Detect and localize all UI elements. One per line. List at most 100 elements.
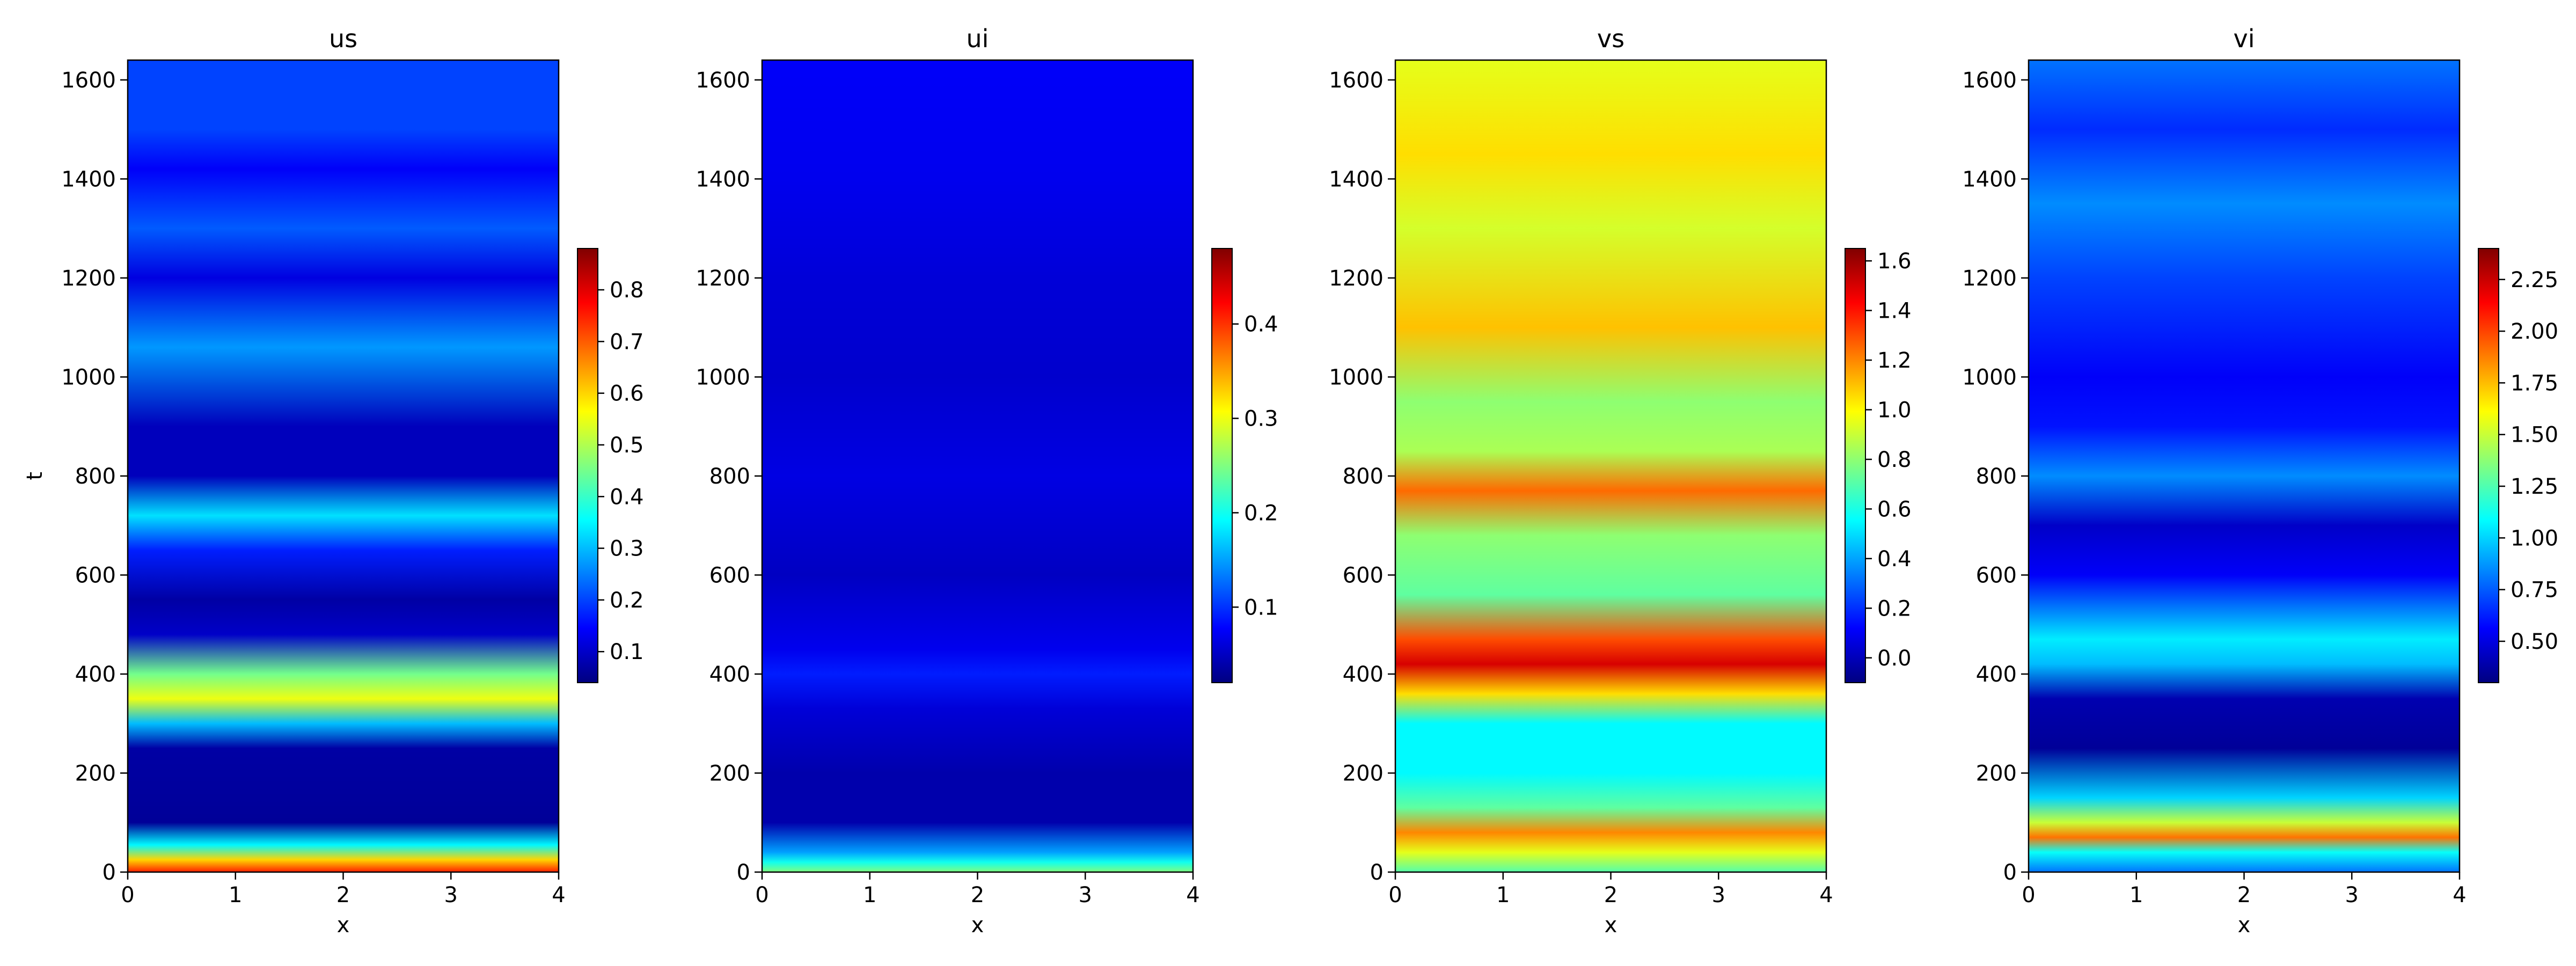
colorbar-tick-label: 0.4 [1244,312,1278,337]
y-tick-label: 1200 [61,266,116,291]
colorbar-tick-label: 2.00 [2511,319,2558,344]
y-axis-label: t [23,472,47,480]
colorbar-tick-label: 0.3 [610,537,644,561]
panel-title: vs [1597,24,1624,53]
colorbar-tick-label: 0.6 [610,382,644,406]
y-tick-label: 1200 [696,266,750,291]
colorbar-tick-label: 0.1 [610,640,644,664]
colorbar-frame [2478,248,2499,683]
colorbar-tick-label: 0.4 [610,485,644,509]
y-tick-label: 0 [2003,860,2017,885]
colorbar-tick-label: 2.25 [2511,268,2558,292]
y-tick-label: 1400 [1329,167,1384,192]
y-tick-label: 1000 [1329,365,1384,390]
y-tick-label: 200 [75,761,116,786]
x-tick-label: 4 [2453,883,2466,908]
y-tick-label: 1600 [696,68,750,93]
x-axis-label: x [971,913,984,938]
colorbar-fill [1212,248,1232,683]
heatmap-panel-vs: vs 0 1 2 3 4 0 200 400 600 800 1000 1200 1400 1600 x 0.0… [1329,24,1911,938]
colorbar-tick-label: 0.2 [1877,596,1912,621]
y-tick-label: 200 [1343,761,1384,786]
colorbar-tick-label: 0.8 [1877,448,1912,472]
colorbar-tick-label: 0.8 [610,278,644,303]
heatmap-panel-vi: vi 0 1 2 3 4 0 200 400 600 800 1000 1200 1400 1600 x 0.5… [1962,24,2558,938]
colorbar-tick-label: 1.0 [1877,398,1912,422]
x-tick-label: 3 [444,883,458,908]
y-tick-label: 1400 [61,167,116,192]
y-tick-label: 1600 [1329,68,1384,93]
colorbar-tick-label: 0.0 [1877,646,1912,671]
y-tick-label: 1600 [1962,68,2017,93]
y-tick-label: 0 [737,860,750,885]
y-tick-label: 600 [1343,563,1384,588]
x-tick-label: 1 [863,883,876,908]
colorbar-fill [577,248,598,683]
y-tick-label: 200 [709,761,750,786]
colorbar-tick-label: 0.2 [610,588,644,613]
y-tick-label: 1200 [1329,266,1384,291]
colorbar-frame [1845,248,1866,683]
x-tick-label: 3 [1712,883,1725,908]
y-tick-label: 0 [1370,860,1384,885]
y-tick-label: 600 [1976,563,2017,588]
colorbar-frame [577,248,598,683]
x-tick-label: 1 [229,883,242,908]
panel-title: us [329,24,357,53]
colorbar-tick-label: 1.4 [1877,299,1912,324]
colorbar-tick-label: 1.50 [2511,423,2558,448]
colorbar-tick-label: 0.3 [1244,407,1278,431]
colorbar-tick-label: 0.1 [1244,595,1278,620]
y-tick-label: 800 [709,464,750,489]
x-tick-label: 4 [552,883,565,908]
y-tick-label: 400 [1343,662,1384,687]
y-tick-label: 400 [75,662,116,687]
y-tick-label: 0 [103,860,116,885]
y-tick-label: 600 [709,563,750,588]
x-axis-label: x [1605,913,1618,938]
x-tick-label: 2 [971,883,984,908]
y-tick-label: 800 [75,464,116,489]
colorbar-frame [1211,248,1233,683]
x-tick-label: 2 [2237,883,2251,908]
y-tick-label: 1400 [1962,167,2017,192]
y-tick-label: 1200 [1962,266,2017,291]
y-tick-label: 1000 [1962,365,2017,390]
colorbar-tick-label: 1.6 [1877,249,1912,274]
x-axis-label: x [2238,913,2251,938]
x-tick-label: 3 [1079,883,1092,908]
y-tick-label: 800 [1976,464,2017,489]
x-tick-label: 0 [2022,883,2035,908]
colorbar-fill [2478,248,2499,683]
y-tick-label: 400 [709,662,750,687]
y-tick-label: 400 [1976,662,2017,687]
x-tick-label: 0 [755,883,769,908]
x-tick-label: 1 [1496,883,1510,908]
heatmap-field [762,60,1193,872]
y-tick-label: 1000 [696,365,750,390]
colorbar-tick-label: 0.6 [1877,497,1912,522]
x-tick-label: 4 [1186,883,1199,908]
heatmap-field [128,60,559,872]
x-tick-label: 1 [2129,883,2143,908]
x-tick-label: 0 [1388,883,1402,908]
y-tick-label: 1000 [61,365,116,390]
panel-title: ui [967,24,989,53]
panel-title: vi [2233,24,2255,53]
colorbar-tick-label: 0.2 [1244,501,1278,525]
x-tick-label: 2 [1604,883,1618,908]
x-tick-label: 2 [336,883,350,908]
y-tick-label: 1400 [696,167,750,192]
heatmap-panel-us: us 0 1 2 3 4 0 200 400 600 800 1000 1200 1400 1600 x t 0.… [23,24,644,938]
colorbar-tick-label: 0.7 [610,330,644,354]
y-tick-label: 800 [1343,464,1384,489]
x-tick-label: 4 [1819,883,1833,908]
colorbar-tick-label: 1.75 [2511,371,2558,396]
colorbar-tick-label: 0.5 [610,433,644,458]
heatmap-field [1395,60,1826,872]
colorbar-tick-label: 1.25 [2511,474,2558,499]
colorbar-fill [1845,248,1865,683]
colorbar-tick-label: 0.75 [2511,578,2558,603]
y-tick-label: 200 [1976,761,2017,786]
